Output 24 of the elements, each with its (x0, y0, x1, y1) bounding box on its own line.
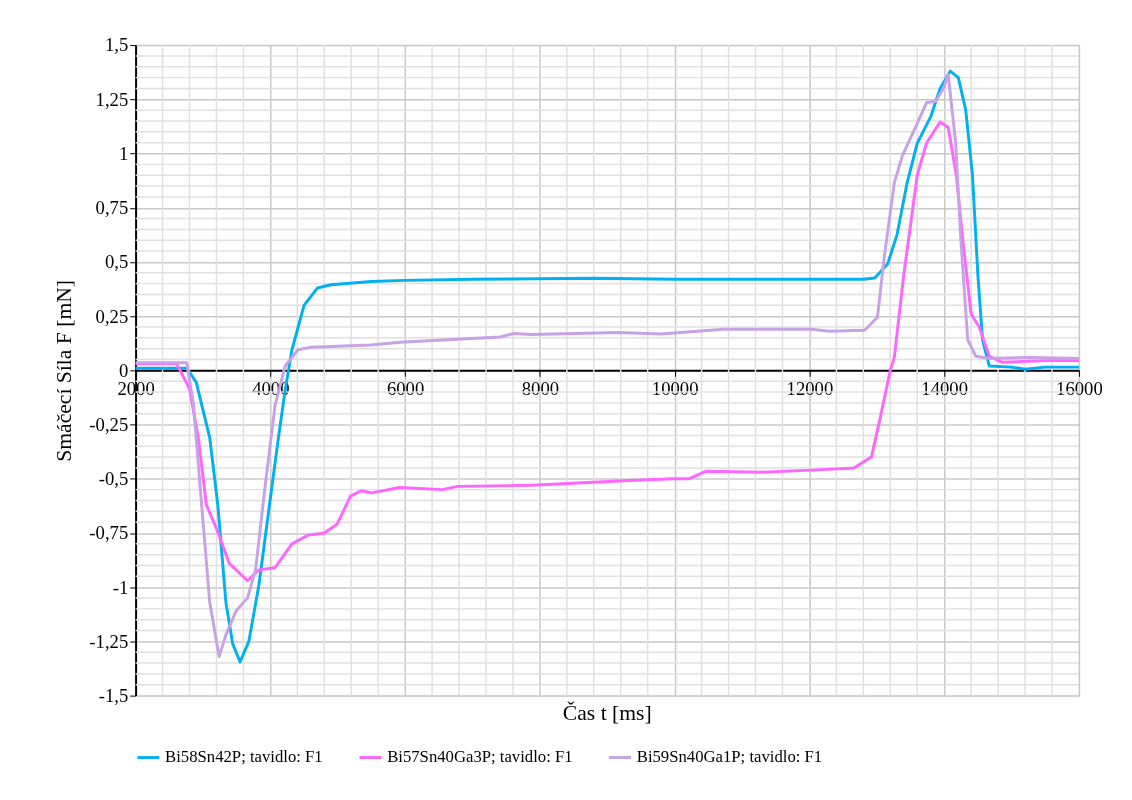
y-tick-label: -0,75 (89, 522, 129, 544)
x-tick-label: 14000 (921, 378, 968, 400)
y-tick-label: 0,25 (95, 305, 129, 327)
y-tick-label: 1,5 (104, 34, 129, 56)
y-tick-label: 0 (118, 359, 129, 381)
y-tick-label: -1,5 (98, 685, 129, 707)
y-tick-label: -0,5 (98, 468, 129, 490)
y-tick-label: 0,75 (95, 197, 129, 219)
y-tick-label: 1,25 (95, 88, 129, 110)
y-tick-label: -0,25 (89, 413, 129, 435)
legend-label: Bi57Sn40Ga3P; tavidlo: F1 (387, 747, 573, 767)
y-axis-title: Smáčecí Síla F [mN] (51, 279, 76, 462)
legend-label: Bi59Sn40Ga1P; tavidlo: F1 (636, 747, 823, 767)
x-tick-label: 16000 (1056, 378, 1103, 400)
y-tick-label: -1,25 (89, 630, 129, 652)
x-axis-title: Čas t [ms] (562, 701, 652, 726)
y-tick-label: -1 (112, 576, 129, 598)
x-tick-label: 10000 (651, 378, 699, 400)
x-tick-label: 8000 (521, 378, 560, 400)
legend-label: Bi58Sn42P; tavidlo: F1 (165, 747, 323, 767)
y-tick-label: 1 (118, 142, 129, 164)
x-tick-label: 12000 (786, 378, 834, 400)
y-tick-label: 0,5 (104, 251, 129, 273)
x-tick-label: 6000 (386, 378, 425, 400)
